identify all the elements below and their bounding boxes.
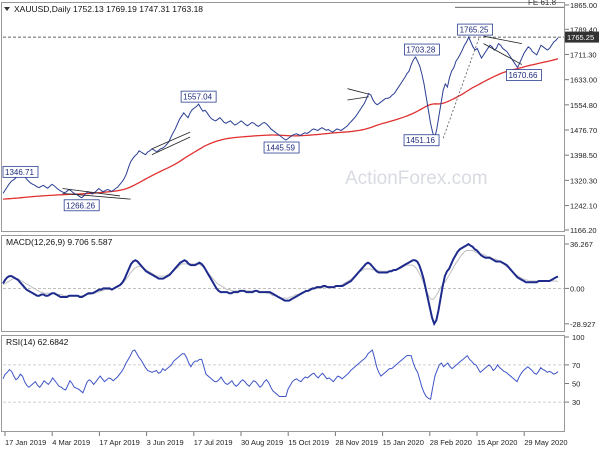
fe-level-label: FE 61.8: [528, 0, 557, 7]
watermark: ActionForex.com: [345, 168, 488, 189]
price-annotation: 1451.16: [403, 134, 440, 147]
price-series-group: [2, 35, 559, 200]
symbol-line: XAUUSD,Daily 1752.13 1769.19 1747.31 176…: [14, 4, 203, 14]
price-ytick-label: 1633.00: [570, 76, 597, 85]
rsi-ytick-label: 30: [572, 398, 580, 407]
x-tick-label: 28 Feb 2020: [430, 438, 472, 447]
price-annotation: 1346.71: [2, 165, 39, 178]
trendline: [483, 43, 523, 65]
trendline: [483, 35, 522, 45]
trendline: [347, 96, 369, 101]
price-ytick-label: 1554.80: [570, 101, 597, 110]
annotation-box: [63, 199, 100, 212]
price-line: [2, 35, 559, 199]
price-ytick-label: 1320.30: [570, 176, 597, 185]
annotation-box: [404, 43, 440, 56]
price-y-axis: 1166.20 1242.10 1320.30 1398.50 1476.70 1554.…: [565, 1, 599, 235]
x-tick-label: 15 Jan 2020: [383, 438, 424, 447]
rsi-panel-frame: [1, 335, 565, 432]
x-tick-label: 17 Jul 2019: [194, 438, 233, 447]
annotation-box: [457, 23, 493, 36]
macd-signal-line: [2, 249, 559, 300]
price-annotation: 1266.26: [63, 199, 100, 212]
projection-line: [442, 37, 480, 139]
price-ytick-label: 1242.10: [570, 202, 597, 211]
dropdown-arrow-icon: [4, 7, 10, 11]
annotation-box: [403, 134, 440, 147]
price-annotations: 1346.71 1266.26 1557.04 1445.59 1703.28 1451.…: [2, 23, 542, 212]
x-tick-label: 3 Jun 2019: [147, 438, 184, 447]
annotation-label: 1670.66: [508, 71, 537, 80]
rsi-line: [2, 349, 559, 401]
trendline: [151, 136, 191, 156]
macd-title: MACD(12,26,9) 9.706 5.587: [6, 237, 113, 247]
price-ytick-label: 1166.20: [570, 226, 597, 235]
annotation-box: [263, 141, 300, 154]
annotation-box: [180, 90, 217, 103]
x-tick-label: 15 Oct 2019: [288, 438, 329, 447]
price-annotation: 1765.25: [457, 23, 493, 36]
annotation-label: 1346.71: [5, 168, 34, 177]
macd-panel-frame: [1, 235, 565, 332]
rsi-series-group: [2, 349, 564, 403]
price-header: XAUUSD,Daily 1752.13 1769.19 1747.31 176…: [4, 4, 203, 14]
x-tick-label: 17 Jan 2019: [5, 438, 46, 447]
annotation-label: 1266.26: [66, 201, 95, 210]
price-ytick-label: 1476.70: [570, 126, 597, 135]
price-guides: FE 61.8: [3, 0, 564, 38]
last-price-label: 1765.25: [567, 33, 594, 42]
last-price-tag: [565, 31, 599, 43]
trendline: [347, 88, 369, 95]
annotation-box: [506, 69, 542, 81]
macd-y-axis: 36.267 0.00 -28.927: [565, 240, 595, 329]
trendline: [151, 131, 191, 150]
x-tick-label: 17 Apr 2019: [99, 438, 139, 447]
price-panel-frame: [1, 2, 565, 232]
rsi-ytick-label: 70: [572, 361, 580, 370]
annotation-label: 1445.59: [266, 144, 295, 153]
macd-ytick-label: 36.267: [570, 240, 593, 249]
price-ytick-label: 1398.50: [570, 151, 597, 160]
macd-series-group: [2, 242, 564, 327]
x-axis: 17 Jan 2019 4 Mar 2019 17 Apr 2019 3 Jun 20…: [4, 432, 568, 447]
x-tick-label: 4 Mar 2019: [52, 438, 90, 447]
rsi-title: RSI(14) 62.6842: [6, 337, 69, 347]
rsi-y-axis: 100 70 50 30: [565, 333, 585, 407]
rsi-ytick-label: 100: [572, 333, 585, 342]
trendline: [62, 188, 121, 197]
macd-ytick-label: 0.00: [570, 284, 585, 293]
macd-line: [2, 242, 559, 327]
price-ytick-label: 1789.40: [570, 25, 597, 34]
macd-ytick-label: -28.927: [570, 320, 595, 329]
price-annotation: 1445.59: [263, 141, 300, 154]
x-tick-label: 28 Nov 2019: [335, 438, 378, 447]
price-annotation: 1670.66: [506, 69, 542, 81]
annotation-label: 1703.28: [406, 46, 435, 55]
price-annotation: 1557.04: [180, 90, 217, 103]
rsi-ytick-label: 50: [572, 380, 580, 389]
annotation-label: 1765.25: [460, 26, 489, 35]
annotation-label: 1557.04: [183, 93, 212, 102]
x-tick-label: 29 May 2020: [524, 438, 567, 447]
annotation-box: [2, 165, 39, 178]
price-ytick-label: 1865.00: [570, 1, 597, 10]
x-tick-label: 30 Aug 2019: [241, 438, 283, 447]
x-tick-label: 15 Apr 2020: [477, 438, 517, 447]
price-annotation: 1703.28: [404, 43, 440, 56]
trendline: [62, 192, 131, 200]
annotation-label: 1451.16: [406, 136, 435, 145]
price-ytick-label: 1711.30: [570, 50, 597, 59]
